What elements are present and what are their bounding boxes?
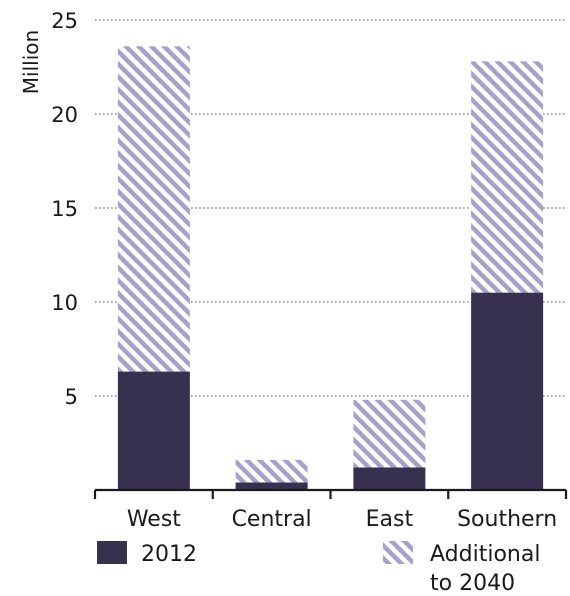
legend: 2012 Additional to 2040 bbox=[97, 541, 540, 596]
y-tick-label: 20 bbox=[51, 103, 78, 127]
legend-label-additional-line2: to 2040 bbox=[430, 571, 515, 596]
x-category-label: Southern bbox=[457, 507, 557, 532]
bar-segment-west-additional bbox=[117, 46, 190, 372]
bar-segment-southern-additional bbox=[471, 61, 544, 293]
bars bbox=[117, 46, 544, 490]
legend-swatch-additional bbox=[383, 541, 413, 564]
y-tick-label: 25 bbox=[51, 9, 78, 33]
axes: 5 10 15 20 25 West Central East Southern bbox=[51, 9, 568, 532]
bar-segment-west-2012 bbox=[117, 371, 190, 490]
x-category-label: Central bbox=[232, 507, 312, 532]
y-tick-label: 15 bbox=[51, 197, 78, 221]
y-axis-label: Million bbox=[19, 30, 43, 94]
bar-segment-southern-2012 bbox=[471, 292, 544, 490]
y-tick-label: 10 bbox=[51, 291, 78, 315]
legend-label-additional-line1: Additional bbox=[430, 542, 540, 567]
legend-swatch-2012 bbox=[97, 541, 127, 564]
bar-segment-east-additional bbox=[353, 399, 426, 468]
bar-segment-east-2012 bbox=[353, 467, 426, 490]
bar-segment-central-additional bbox=[235, 459, 308, 483]
y-tick-label: 5 bbox=[65, 385, 78, 409]
legend-label-2012: 2012 bbox=[141, 542, 197, 567]
x-category-label: East bbox=[366, 507, 414, 532]
x-category-label: West bbox=[127, 507, 181, 532]
bar-segment-central-2012 bbox=[235, 482, 308, 490]
